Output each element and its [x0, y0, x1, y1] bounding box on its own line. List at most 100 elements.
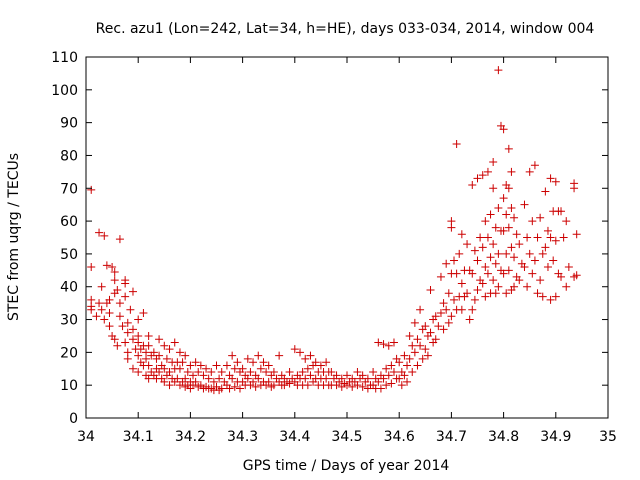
data-point [95, 299, 104, 308]
x-axis-label: GPS time / Days of year 2014 [243, 458, 450, 474]
data-point [215, 374, 224, 383]
data-point [504, 266, 513, 275]
data-point [217, 368, 226, 377]
data-point [155, 351, 164, 360]
y-tick-label: 30 [60, 313, 78, 329]
data-point [285, 379, 294, 388]
data-point [528, 217, 537, 226]
data-point [397, 381, 406, 390]
data-point [322, 374, 331, 383]
x-tick-label: 34 [77, 429, 95, 445]
data-point [557, 207, 566, 216]
data-point [128, 335, 137, 344]
data-point [468, 180, 477, 189]
data-point [181, 351, 190, 360]
data-point [436, 308, 445, 317]
data-point [450, 295, 459, 304]
data-point [481, 263, 490, 272]
data-point [322, 358, 331, 367]
data-point [144, 374, 153, 383]
data-point [520, 263, 529, 272]
data-point [478, 243, 487, 252]
data-point [207, 368, 216, 377]
data-point [102, 299, 111, 308]
data-point [384, 341, 393, 350]
data-point [170, 338, 179, 347]
data-point [546, 174, 555, 183]
data-point [306, 371, 315, 380]
data-point [353, 381, 362, 390]
y-tick-label: 110 [51, 50, 78, 66]
data-point [562, 217, 571, 226]
data-point [512, 230, 521, 239]
data-point [439, 325, 448, 334]
data-point [457, 305, 466, 314]
data-point [486, 210, 495, 219]
data-point [225, 384, 234, 393]
data-point [473, 174, 482, 183]
data-point [121, 338, 130, 347]
data-point [468, 305, 477, 314]
data-point [181, 382, 190, 391]
data-point [533, 233, 542, 242]
data-point [463, 240, 472, 249]
data-point [379, 340, 388, 349]
x-tick-label: 34.9 [540, 429, 571, 445]
data-point [175, 364, 184, 373]
data-point [301, 374, 310, 383]
data-point [369, 368, 378, 377]
data-point [468, 269, 477, 278]
data-point [523, 282, 532, 291]
data-point [408, 368, 417, 377]
data-point [444, 289, 453, 298]
y-tick-label: 0 [69, 411, 78, 427]
data-point [296, 348, 305, 357]
data-point [452, 269, 461, 278]
data-point [178, 358, 187, 367]
data-point [87, 305, 96, 314]
data-point [405, 354, 414, 363]
data-point [269, 368, 278, 377]
data-point [382, 364, 391, 373]
data-point [502, 289, 511, 298]
data-point [256, 364, 265, 373]
data-point [285, 368, 294, 377]
data-point [543, 226, 552, 235]
data-point [483, 269, 492, 278]
data-point [264, 361, 273, 370]
data-point [452, 139, 461, 148]
data-point [332, 371, 341, 380]
data-point [499, 226, 508, 235]
data-point [343, 371, 351, 380]
data-point [303, 364, 312, 373]
data-point [95, 228, 104, 237]
data-point [144, 341, 153, 350]
data-point [510, 213, 519, 222]
data-point [262, 368, 271, 377]
data-point [476, 233, 485, 242]
data-point [115, 235, 124, 244]
data-point [142, 354, 151, 363]
data-point [303, 381, 312, 390]
data-point [494, 203, 503, 212]
data-point [196, 361, 205, 370]
data-point [209, 377, 218, 386]
data-point [499, 194, 508, 203]
data-point [489, 240, 498, 249]
data-point [181, 374, 190, 383]
data-point [374, 338, 383, 347]
data-point [92, 312, 101, 321]
data-point [115, 299, 124, 308]
data-point [222, 361, 231, 370]
data-point [444, 318, 453, 327]
data-point [134, 351, 143, 360]
x-axis: 34 34.1 34.2 34.3 34.4 34.5 34.6 34.7 34.8 34.9 35 [77, 57, 617, 445]
data-point [87, 263, 96, 272]
data-point [254, 351, 263, 360]
data-point [410, 318, 419, 327]
x-tick-label: 34.3 [227, 429, 258, 445]
data-point [416, 305, 425, 314]
data-point [557, 272, 566, 281]
data-point [421, 322, 430, 331]
data-point [564, 263, 573, 272]
